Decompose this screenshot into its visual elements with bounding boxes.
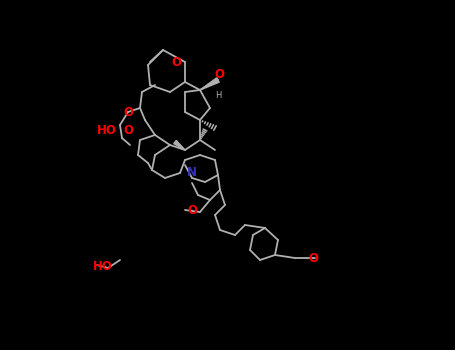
Text: O: O <box>123 105 133 119</box>
Text: H: H <box>215 91 221 99</box>
Text: HO: HO <box>93 260 113 273</box>
Text: O: O <box>308 252 318 265</box>
Text: O: O <box>123 124 133 136</box>
Text: O: O <box>187 203 197 217</box>
Text: HO: HO <box>97 124 117 136</box>
Text: O: O <box>171 56 181 69</box>
Text: N: N <box>187 166 197 178</box>
Polygon shape <box>200 78 219 90</box>
Text: O: O <box>214 69 224 82</box>
Polygon shape <box>174 140 185 150</box>
